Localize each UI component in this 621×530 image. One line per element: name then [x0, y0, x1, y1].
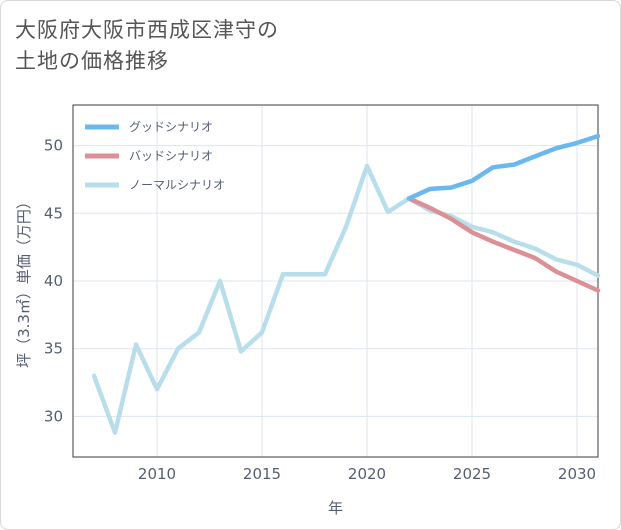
y-tick-label: 50	[44, 137, 63, 155]
x-tick-label: 2020	[348, 465, 386, 483]
plot-frame	[72, 104, 599, 458]
tick-labels: 2010 2015 2020 2025 2030 30 35 40 45 50	[44, 137, 596, 483]
chart-title: 大阪府大阪市西成区津守の 土地の価格推移	[15, 15, 279, 77]
legend-label: バッドシナリオ	[129, 149, 213, 163]
series-line-2	[91, 163, 601, 435]
legend-label: グッドシナリオ	[129, 120, 213, 134]
title-line-2: 土地の価格推移	[15, 49, 169, 73]
x-tick-label: 2015	[243, 465, 281, 483]
series-line-1	[406, 196, 601, 293]
series-lines	[91, 133, 601, 435]
legend-label: ノーマルシナリオ	[129, 178, 225, 192]
x-tick-label: 2030	[558, 465, 596, 483]
title-line-1: 大阪府大阪市西成区津守の	[15, 18, 279, 42]
grid-lines	[73, 105, 598, 457]
y-tick-label: 40	[44, 272, 63, 290]
x-tick-label: 2010	[138, 465, 176, 483]
x-tick-label: 2025	[453, 465, 491, 483]
x-axis-label: 年	[328, 499, 343, 517]
y-axis-label: 坪（3.3㎡）単価（万円）	[15, 194, 33, 368]
series-line-0	[406, 133, 601, 201]
y-tick-label: 35	[44, 340, 63, 358]
y-tick-label: 45	[44, 204, 63, 222]
y-tick-label: 30	[44, 407, 63, 425]
